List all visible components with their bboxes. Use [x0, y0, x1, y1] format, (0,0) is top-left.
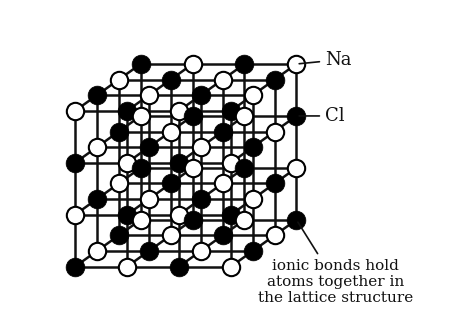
Text: Cl: Cl: [299, 107, 345, 125]
Text: Na: Na: [299, 51, 352, 69]
Text: ionic bonds hold
atoms together in
the lattice structure: ionic bonds hold atoms together in the l…: [258, 222, 413, 305]
